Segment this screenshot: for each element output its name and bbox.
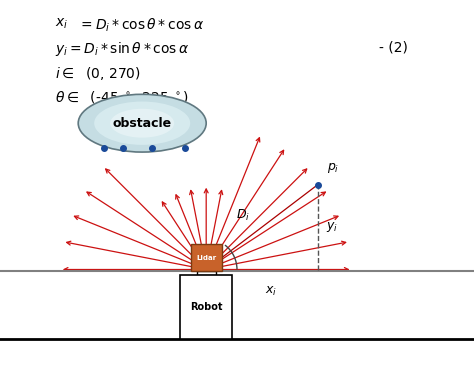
Text: - (2): - (2): [379, 40, 408, 54]
Ellipse shape: [94, 102, 190, 145]
Text: $i \in$  (0, 270): $i \in$ (0, 270): [55, 65, 140, 82]
Text: $\theta \in$  (-45 $^\circ$, 225 $^\circ$): $\theta \in$ (-45 $^\circ$, 225 $^\circ$…: [55, 89, 189, 106]
Text: $D_i$: $D_i$: [236, 208, 250, 223]
Text: $x_i$: $x_i$: [55, 16, 68, 30]
Text: $y_i$: $y_i$: [326, 220, 338, 234]
Ellipse shape: [78, 94, 206, 152]
Ellipse shape: [110, 109, 174, 137]
FancyBboxPatch shape: [191, 244, 221, 271]
Text: $p_i$: $p_i$: [327, 161, 339, 175]
Text: Lidar: Lidar: [196, 255, 216, 261]
Text: $= D_i * \cos\theta * \cos\alpha$: $= D_i * \cos\theta * \cos\alpha$: [78, 16, 204, 33]
Text: $x_i$: $x_i$: [265, 285, 277, 298]
FancyBboxPatch shape: [197, 271, 216, 275]
Text: $y_i = D_i * \sin\theta * \cos\alpha$: $y_i = D_i * \sin\theta * \cos\alpha$: [55, 40, 189, 59]
Text: obstacle: obstacle: [113, 117, 172, 130]
FancyBboxPatch shape: [180, 275, 232, 339]
Text: Robot: Robot: [190, 302, 222, 312]
